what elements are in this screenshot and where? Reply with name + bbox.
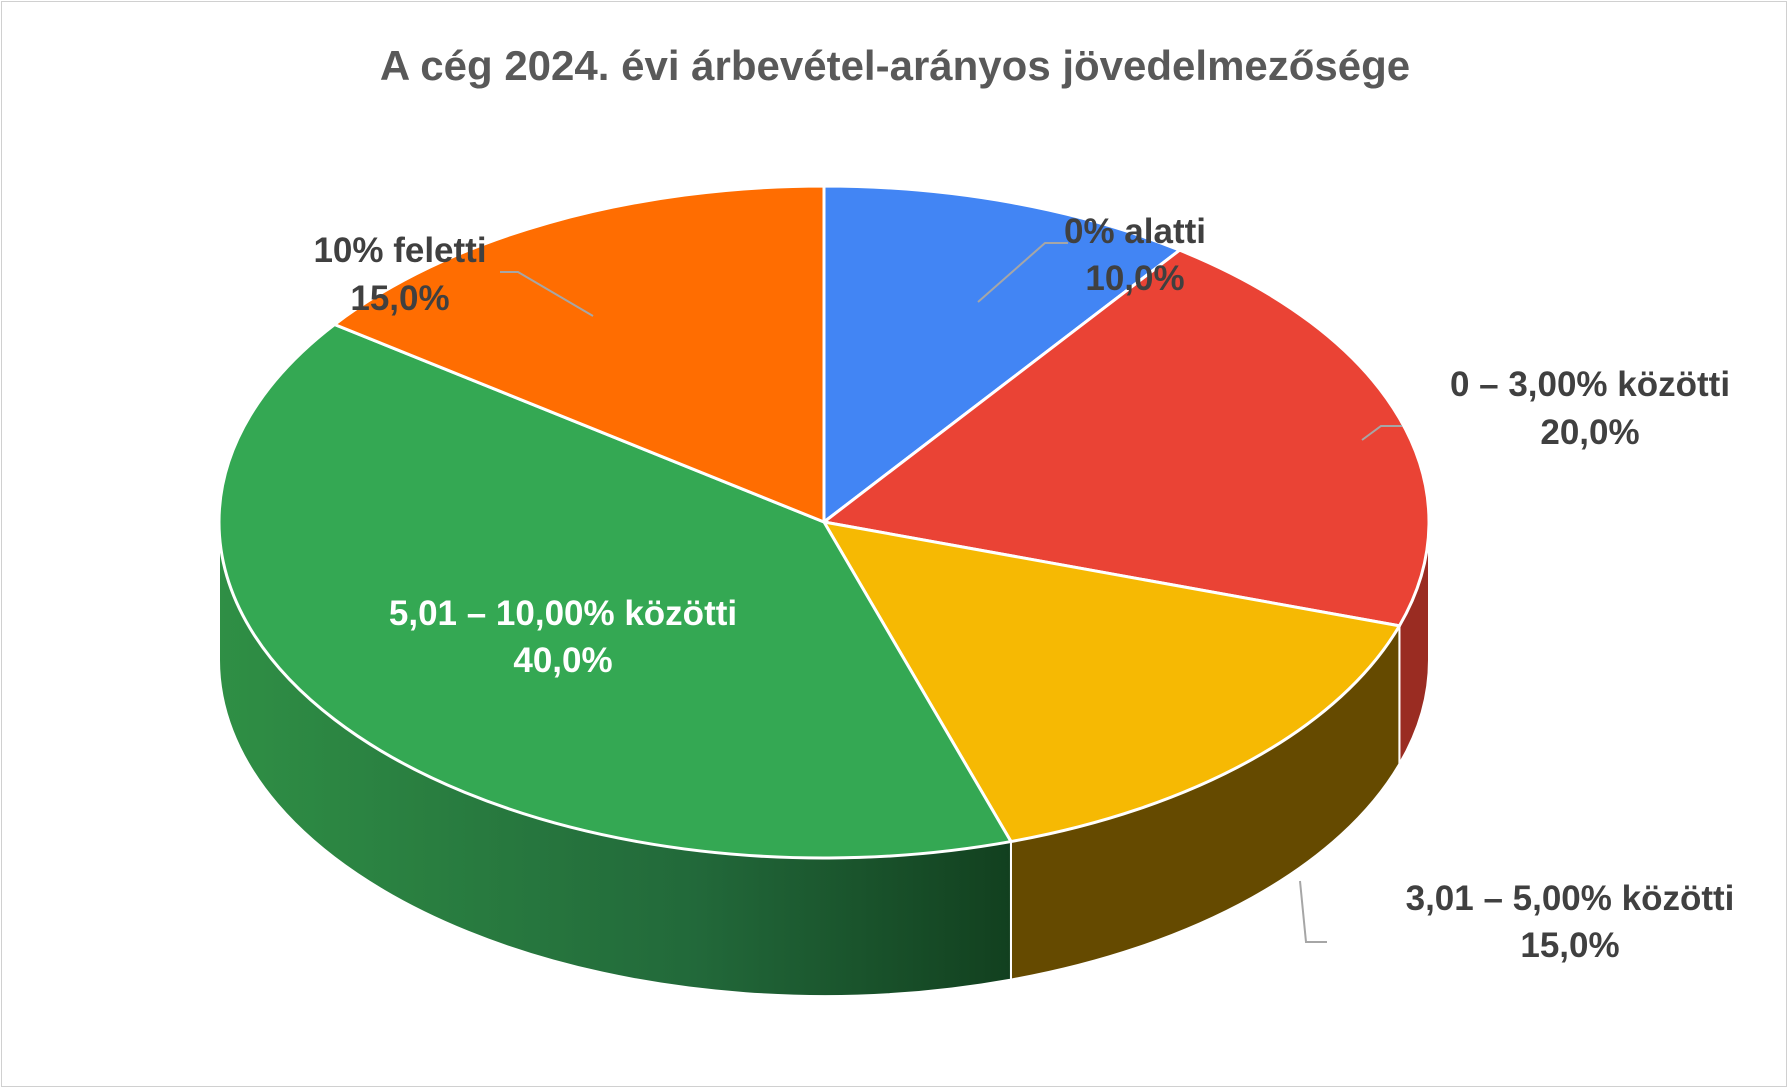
slice-value-label: 15,0% — [1520, 926, 1619, 965]
leader-lines — [500, 242, 1402, 943]
slice-category-label: 0% alatti — [1064, 212, 1206, 251]
slice-value-label: 20,0% — [1540, 413, 1639, 452]
slice-value-label: 15,0% — [350, 279, 449, 318]
slice-value-label: 10,0% — [1085, 259, 1184, 298]
pie-sides — [218, 521, 1430, 997]
pie-tops — [217, 184, 1431, 860]
leader-line-0-3-00-k-z-tti — [1361, 425, 1402, 441]
pie-slice-0-alatti — [822, 184, 1182, 524]
leader-line-10-feletti — [500, 271, 594, 317]
leader-line-0-alatti — [977, 242, 1068, 303]
pie-slice-10-feletti — [333, 184, 826, 524]
chart-title: A cég 2024. évi árbevétel-arányos jövede… — [379, 42, 1411, 89]
pie-slice-5-01-10-00-k-z-tti — [217, 323, 1013, 860]
slice-category-label: 0 – 3,00% közötti — [1450, 365, 1730, 404]
slice-category-label: 3,01 – 5,00% közötti — [1406, 879, 1735, 918]
slice-labels: 0% alatti 10,0% 0 – 3,00% közötti 20,0% 3,01… — [313, 212, 1734, 965]
slice-category-label: 10% feletti — [313, 231, 486, 270]
slice-value-label: 40,0% — [513, 641, 612, 680]
pie-slice-3-01-5-00-k-z-tti — [822, 520, 1401, 844]
pie-slice-0-3-00-k-z-tti — [822, 248, 1431, 628]
slice-category-label: 5,01 – 10,00% közötti — [389, 594, 737, 633]
leader-line-3-01-5-00-k-z-tti — [1299, 880, 1327, 943]
